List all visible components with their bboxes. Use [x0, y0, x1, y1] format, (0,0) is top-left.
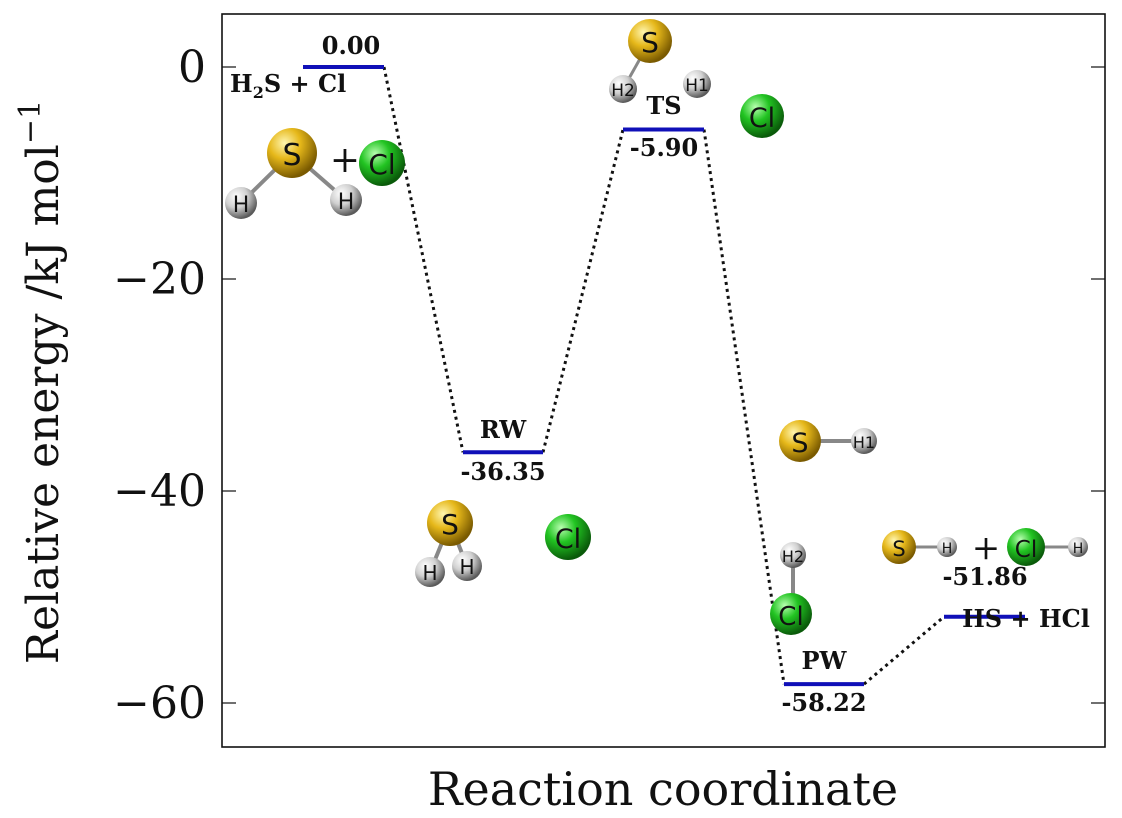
svg-text:S: S	[282, 138, 301, 173]
svg-text:S: S	[441, 508, 459, 541]
chlorine-atom	[359, 140, 405, 186]
svg-text:S: S	[641, 26, 659, 59]
chlorine-atom	[1007, 528, 1045, 566]
level-labels: 0.00 H2S + Cl RW -36.35 TS -5.90 PW -58.…	[230, 31, 1090, 717]
plus-sign: +	[972, 528, 1001, 568]
svg-text:H2: H2	[611, 81, 635, 101]
sulfur-atom	[427, 500, 473, 546]
level-value-label-products: -51.86	[942, 562, 1027, 591]
level-name-label-pw: PW	[802, 646, 848, 675]
svg-text:H2: H2	[782, 547, 804, 566]
svg-text:Cl: Cl	[555, 524, 581, 555]
hydrogen-atom	[225, 187, 257, 219]
molecule-reactants: S H H + Cl	[225, 128, 405, 219]
svg-text:S: S	[791, 428, 808, 459]
hydrogen-atom	[609, 75, 637, 103]
level-name-label-rw: RW	[480, 415, 527, 444]
sulfur-atom	[628, 19, 672, 63]
svg-text:H1: H1	[685, 76, 709, 96]
sulfur-atom	[882, 530, 916, 564]
y-axis-label: Relative energy /kJ mol−1	[13, 100, 69, 664]
y-tick-label: −60	[113, 678, 206, 729]
hydrogen-atom	[780, 542, 806, 568]
plot-frame	[221, 13, 1106, 748]
chlorine-atom	[770, 593, 812, 635]
hydrogen-atom	[330, 184, 362, 216]
svg-text:Cl: Cl	[1015, 537, 1037, 563]
chlorine-atom	[740, 94, 784, 138]
connector-line	[382, 66, 465, 453]
svg-text:S: S	[892, 537, 905, 561]
svg-text:Cl: Cl	[778, 602, 803, 632]
plus-sign: +	[330, 140, 360, 181]
svg-text:H: H	[338, 190, 355, 215]
y-axis-label-main: Relative energy /kJ mol	[18, 144, 69, 664]
y-tick-label: −20	[113, 254, 206, 305]
chlorine-atom	[545, 514, 591, 560]
level-value-label-pw: -58.22	[781, 688, 866, 717]
connector-line	[541, 129, 625, 453]
level-value-label-rw: -36.35	[460, 457, 545, 486]
svg-text:H: H	[942, 541, 953, 557]
sulfur-atom	[779, 420, 821, 462]
svg-text:H: H	[422, 561, 437, 585]
hydrogen-atom	[683, 70, 711, 98]
molecule-products: S H + Cl H	[882, 528, 1088, 568]
y-axis-label-superscript: −1	[13, 100, 48, 144]
hydrogen-atom	[851, 428, 877, 454]
connector-lines	[382, 66, 945, 686]
molecule-ts: S H2 H1 Cl	[609, 19, 784, 138]
sulfur-atom	[267, 128, 317, 178]
x-axis-label: Reaction coordinate	[428, 762, 898, 816]
level-value-label-ts: -5.90	[630, 133, 698, 162]
svg-text:Cl: Cl	[368, 148, 395, 181]
y-tick-label: −40	[113, 466, 206, 517]
y-tick-label: 0	[178, 42, 206, 93]
level-name-label-reactants: H2S + Cl	[230, 69, 346, 102]
connector-line	[702, 129, 786, 685]
hydrogen-atom	[937, 537, 957, 557]
molecule-sh-fragment: S H1	[779, 420, 877, 462]
molecule-rw: S H H Cl	[415, 500, 591, 587]
connector-line	[863, 615, 945, 686]
svg-text:Cl: Cl	[749, 103, 775, 134]
hydrogen-atom	[1068, 537, 1088, 557]
svg-text:H: H	[233, 193, 250, 218]
level-name-label-ts: TS	[646, 91, 681, 120]
hydrogen-atom	[415, 557, 445, 587]
energy-levels	[303, 65, 1025, 687]
svg-text:H1: H1	[853, 433, 875, 452]
svg-text:H: H	[1073, 541, 1084, 557]
level-value-label-reactants: 0.00	[322, 31, 380, 60]
molecule-pw: H2 Cl	[770, 542, 812, 635]
y-axis-ticks: 0 −20 −40 −60	[113, 42, 1105, 729]
hydrogen-atom	[452, 551, 482, 581]
svg-text:H: H	[459, 555, 474, 579]
level-name-label-products: HS + HCl	[962, 604, 1090, 633]
